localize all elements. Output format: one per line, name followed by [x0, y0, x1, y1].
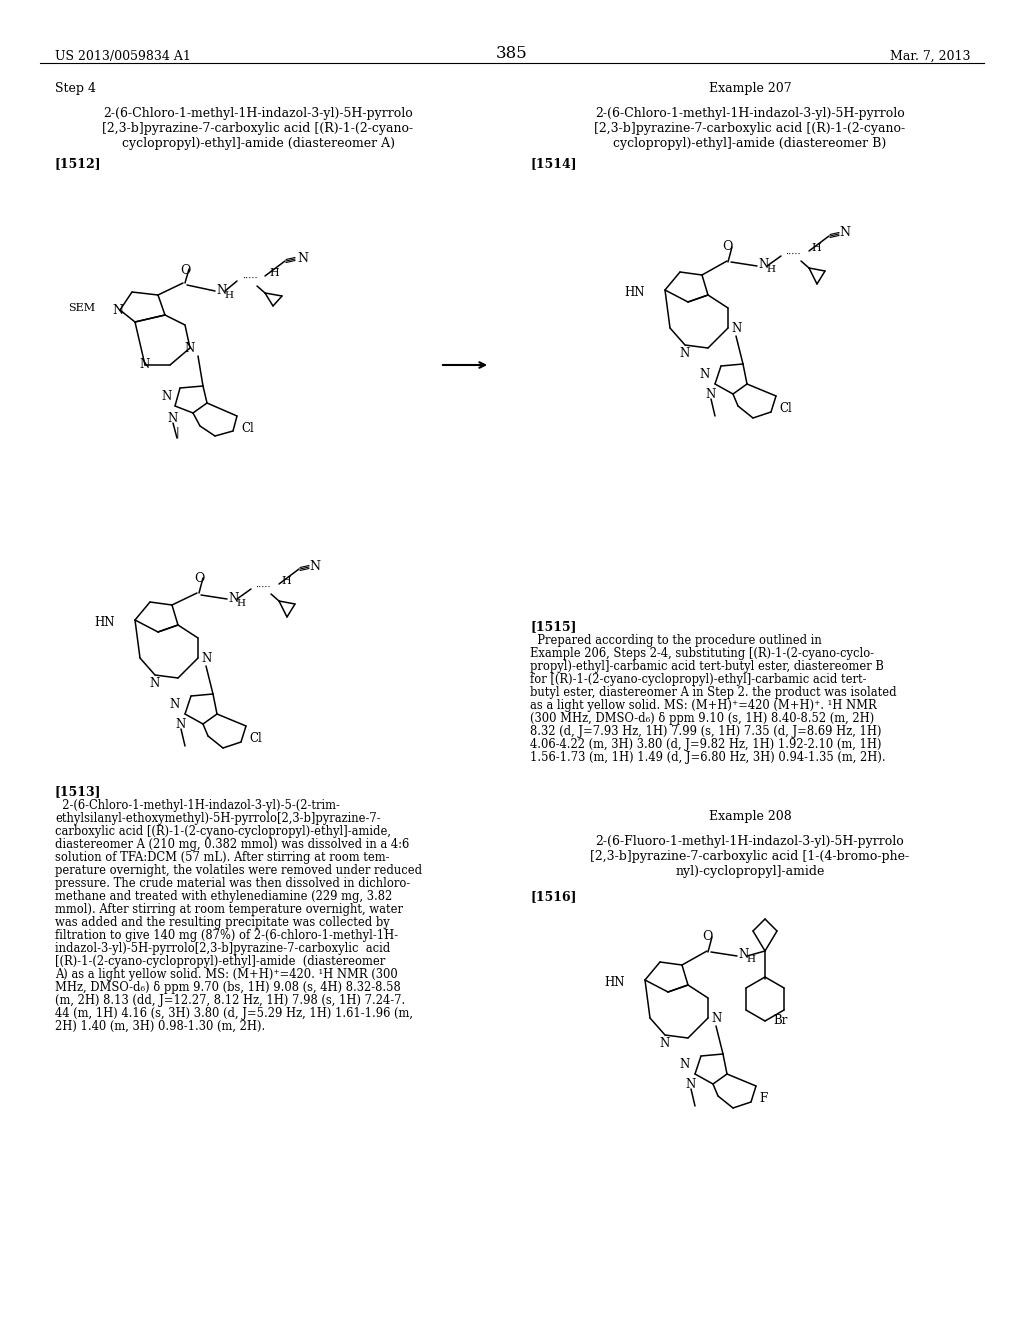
- Text: diastereomer A (210 mg, 0.382 mmol) was dissolved in a 4:6: diastereomer A (210 mg, 0.382 mmol) was …: [55, 838, 410, 851]
- Text: N: N: [113, 304, 124, 317]
- Text: |: |: [175, 426, 179, 438]
- Text: MHz, DMSO-d₆) δ ppm 9.70 (bs, 1H) 9.08 (s, 4H) 8.32-8.58: MHz, DMSO-d₆) δ ppm 9.70 (bs, 1H) 9.08 (…: [55, 981, 400, 994]
- Text: H: H: [269, 268, 279, 279]
- Text: N: N: [680, 1057, 690, 1071]
- Text: 44 (m, 1H) 4.16 (s, 3H) 3.80 (d, J=5.29 Hz, 1H) 1.61-1.96 (m,: 44 (m, 1H) 4.16 (s, 3H) 3.80 (d, J=5.29 …: [55, 1007, 413, 1020]
- Text: methane and treated with ethylenediamine (229 mg, 3.82: methane and treated with ethylenediamine…: [55, 890, 392, 903]
- Text: ·····: ·····: [242, 273, 258, 282]
- Text: 2H) 1.40 (m, 3H) 0.98-1.30 (m, 2H).: 2H) 1.40 (m, 3H) 0.98-1.30 (m, 2H).: [55, 1020, 265, 1034]
- Text: pressure. The crude material was then dissolved in dichloro-: pressure. The crude material was then di…: [55, 876, 411, 890]
- Text: N: N: [686, 1077, 696, 1090]
- Text: perature overnight, the volatiles were removed under reduced: perature overnight, the volatiles were r…: [55, 865, 422, 876]
- Text: N: N: [699, 367, 710, 380]
- Text: N: N: [185, 342, 196, 355]
- Text: Cl: Cl: [249, 733, 262, 746]
- Text: Example 207: Example 207: [709, 82, 792, 95]
- Text: as a light yellow solid. MS: (M+H)⁺=420 (M+H)⁺. ¹H NMR: as a light yellow solid. MS: (M+H)⁺=420 …: [530, 700, 877, 711]
- Text: [2,3-b]pyrazine-7-carboxylic acid [(R)-1-(2-cyano-: [2,3-b]pyrazine-7-carboxylic acid [(R)-1…: [102, 121, 414, 135]
- Text: N: N: [140, 359, 151, 371]
- Text: [1515]: [1515]: [530, 620, 577, 634]
- Text: US 2013/0059834 A1: US 2013/0059834 A1: [55, 50, 190, 63]
- Text: N: N: [297, 252, 308, 264]
- Text: ·····: ·····: [785, 249, 801, 259]
- Text: O: O: [722, 240, 732, 253]
- Text: filtration to give 140 mg (87%) of 2-(6-chloro-1-methyl-1H-: filtration to give 140 mg (87%) of 2-(6-…: [55, 929, 398, 942]
- Text: [1513]: [1513]: [55, 785, 101, 799]
- Text: (300 MHz, DMSO-d₆) δ ppm 9.10 (s, 1H) 8.40-8.52 (m, 2H): (300 MHz, DMSO-d₆) δ ppm 9.10 (s, 1H) 8.…: [530, 711, 874, 725]
- Text: N: N: [680, 347, 690, 360]
- Text: Example 206, Steps 2-4, substituting [(R)-1-(2-cyano-cyclo-: Example 206, Steps 2-4, substituting [(R…: [530, 647, 874, 660]
- Text: [1514]: [1514]: [530, 157, 577, 170]
- Text: [1516]: [1516]: [530, 890, 577, 903]
- Text: for [(R)-1-(2-cyano-cyclopropyl)-ethyl]-carbamic acid tert-: for [(R)-1-(2-cyano-cyclopropyl)-ethyl]-…: [530, 673, 866, 686]
- Text: ethylsilanyl-ethoxymethyl)-5H-pyrrolo[2,3-b]pyrazine-7-: ethylsilanyl-ethoxymethyl)-5H-pyrrolo[2,…: [55, 812, 381, 825]
- Text: [2,3-b]pyrazine-7-carboxylic acid [1-(4-bromo-phe-: [2,3-b]pyrazine-7-carboxylic acid [1-(4-…: [591, 850, 909, 863]
- Text: solution of TFA:DCM (57 mL). After stirring at room tem-: solution of TFA:DCM (57 mL). After stirr…: [55, 851, 389, 865]
- Text: N: N: [150, 677, 160, 690]
- Text: 385: 385: [496, 45, 528, 62]
- Text: 8.32 (d, J=7.93 Hz, 1H) 7.99 (s, 1H) 7.35 (d, J=8.69 Hz, 1H): 8.32 (d, J=7.93 Hz, 1H) 7.99 (s, 1H) 7.3…: [530, 725, 882, 738]
- Text: was added and the resulting precipitate was collected by: was added and the resulting precipitate …: [55, 916, 390, 929]
- Text: H: H: [766, 265, 775, 275]
- Text: HN: HN: [604, 975, 625, 989]
- Text: F: F: [759, 1093, 767, 1106]
- Text: 2-(6-Chloro-1-methyl-1H-indazol-3-yl)-5-(2-trim-: 2-(6-Chloro-1-methyl-1H-indazol-3-yl)-5-…: [55, 799, 340, 812]
- Text: N: N: [731, 322, 741, 334]
- Text: 1.56-1.73 (m, 1H) 1.49 (d, J=6.80 Hz, 3H) 0.94-1.35 (m, 2H).: 1.56-1.73 (m, 1H) 1.49 (d, J=6.80 Hz, 3H…: [530, 751, 886, 764]
- Text: Step 4: Step 4: [55, 82, 96, 95]
- Text: H: H: [236, 598, 245, 607]
- Text: N: N: [706, 388, 716, 400]
- Text: [(R)-1-(2-cyano-cyclopropyl)-ethyl]-amide  (diastereomer: [(R)-1-(2-cyano-cyclopropyl)-ethyl]-amid…: [55, 954, 385, 968]
- Text: O: O: [701, 931, 712, 944]
- Text: N: N: [711, 1011, 721, 1024]
- Text: N: N: [201, 652, 211, 664]
- Text: ·····: ·····: [255, 582, 270, 591]
- Text: N: N: [659, 1038, 670, 1049]
- Text: 2-(6-Chloro-1-methyl-1H-indazol-3-yl)-5H-pyrrolo: 2-(6-Chloro-1-methyl-1H-indazol-3-yl)-5H…: [595, 107, 905, 120]
- Text: N: N: [216, 285, 226, 297]
- Text: HN: HN: [625, 285, 645, 298]
- Text: N: N: [839, 227, 850, 239]
- Text: Prepared according to the procedure outlined in: Prepared according to the procedure outl…: [530, 634, 821, 647]
- Text: Cl: Cl: [241, 421, 254, 434]
- Text: N: N: [170, 697, 180, 710]
- Text: cyclopropyl)-ethyl]-amide (diastereomer A): cyclopropyl)-ethyl]-amide (diastereomer …: [122, 137, 394, 150]
- Text: N: N: [162, 389, 172, 403]
- Text: N: N: [228, 591, 239, 605]
- Text: H: H: [746, 956, 755, 965]
- Text: N: N: [738, 949, 749, 961]
- Text: indazol-3-yl)-5H-pyrrolo[2,3-b]pyrazine-7-carboxylic  acid: indazol-3-yl)-5H-pyrrolo[2,3-b]pyrazine-…: [55, 942, 390, 954]
- Text: HN: HN: [94, 615, 115, 628]
- Text: Mar. 7, 2013: Mar. 7, 2013: [890, 50, 970, 63]
- Text: 2-(6-Chloro-1-methyl-1H-indazol-3-yl)-5H-pyrrolo: 2-(6-Chloro-1-methyl-1H-indazol-3-yl)-5H…: [103, 107, 413, 120]
- Text: Br: Br: [773, 1015, 787, 1027]
- Text: SEM: SEM: [68, 304, 95, 313]
- Text: mmol). After stirring at room temperature overnight, water: mmol). After stirring at room temperatur…: [55, 903, 403, 916]
- Text: O: O: [180, 264, 190, 277]
- Text: 4.06-4.22 (m, 3H) 3.80 (d, J=9.82 Hz, 1H) 1.92-2.10 (m, 1H): 4.06-4.22 (m, 3H) 3.80 (d, J=9.82 Hz, 1H…: [530, 738, 882, 751]
- Text: H: H: [811, 243, 821, 253]
- Text: nyl)-cyclopropyl]-amide: nyl)-cyclopropyl]-amide: [675, 865, 824, 878]
- Text: 2-(6-Fluoro-1-methyl-1H-indazol-3-yl)-5H-pyrrolo: 2-(6-Fluoro-1-methyl-1H-indazol-3-yl)-5H…: [596, 836, 904, 847]
- Text: H: H: [224, 292, 233, 301]
- Text: A) as a light yellow solid. MS: (M+H)⁺=420. ¹H NMR (300: A) as a light yellow solid. MS: (M+H)⁺=4…: [55, 968, 397, 981]
- Text: N: N: [168, 412, 178, 425]
- Text: cyclopropyl)-ethyl]-amide (diastereomer B): cyclopropyl)-ethyl]-amide (diastereomer …: [613, 137, 887, 150]
- Text: [2,3-b]pyrazine-7-carboxylic acid [(R)-1-(2-cyano-: [2,3-b]pyrazine-7-carboxylic acid [(R)-1…: [595, 121, 905, 135]
- Text: N: N: [758, 259, 768, 272]
- Text: N: N: [176, 718, 186, 730]
- Text: N: N: [309, 560, 319, 573]
- Text: butyl ester, diastereomer A in Step 2. the product was isolated: butyl ester, diastereomer A in Step 2. t…: [530, 686, 897, 700]
- Text: O: O: [194, 573, 204, 586]
- Text: carboxylic acid [(R)-1-(2-cyano-cyclopropyl)-ethyl]-amide,: carboxylic acid [(R)-1-(2-cyano-cyclopro…: [55, 825, 391, 838]
- Text: Cl: Cl: [779, 403, 792, 416]
- Text: (m, 2H) 8.13 (dd, J=12.27, 8.12 Hz, 1H) 7.98 (s, 1H) 7.24-7.: (m, 2H) 8.13 (dd, J=12.27, 8.12 Hz, 1H) …: [55, 994, 406, 1007]
- Text: Example 208: Example 208: [709, 810, 792, 822]
- Text: H: H: [281, 576, 291, 586]
- Text: [1512]: [1512]: [55, 157, 101, 170]
- Text: propyl)-ethyl]-carbamic acid tert-butyl ester, diastereomer B: propyl)-ethyl]-carbamic acid tert-butyl …: [530, 660, 884, 673]
